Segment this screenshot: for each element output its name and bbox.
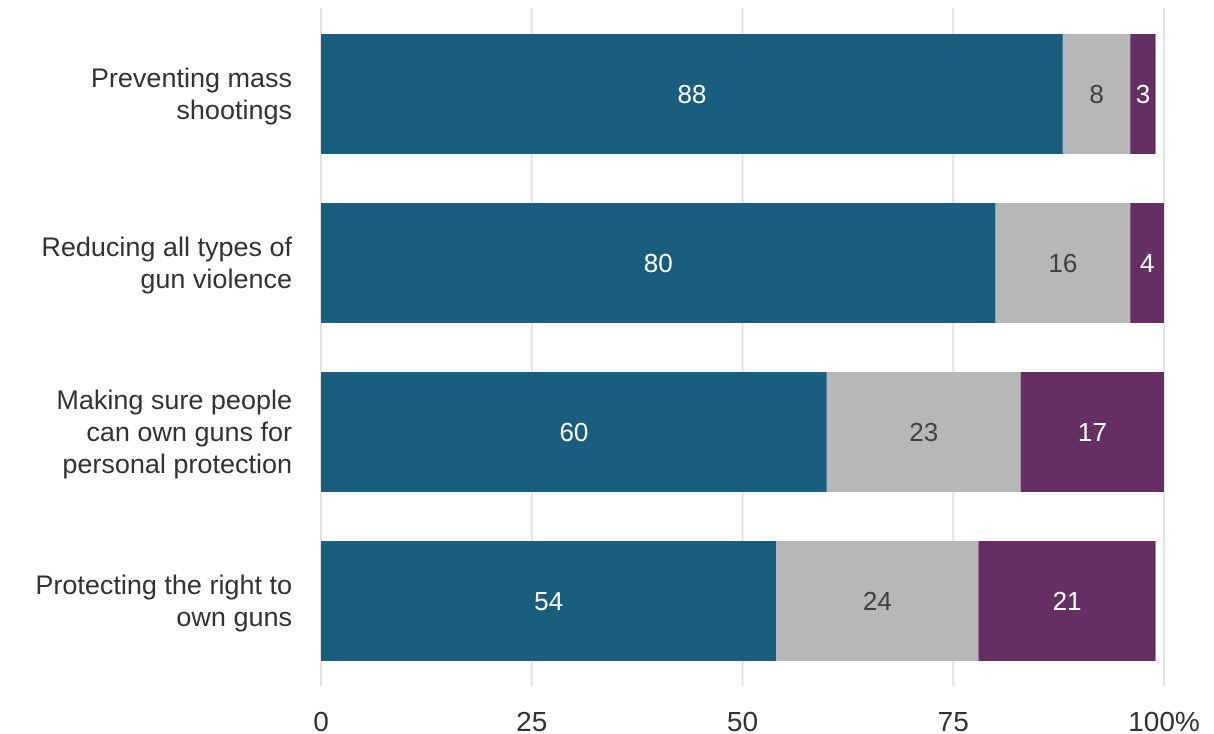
bar-segment-2-2 — [1020, 372, 1164, 492]
category-label-0-line-1: shootings — [176, 95, 292, 125]
x-tick-label-0: 0 — [313, 706, 329, 734]
value-label-1-2: 4 — [1140, 248, 1154, 278]
value-label-0-1: 8 — [1089, 79, 1103, 109]
category-label-1-line-1: gun violence — [140, 264, 292, 294]
x-tick-label-3: 75 — [938, 706, 969, 734]
x-tick-label-4: 100% — [1128, 706, 1200, 734]
value-label-3-0: 54 — [534, 586, 563, 616]
category-label-0-line-0: Preventing mass — [91, 63, 292, 93]
value-label-0-0: 88 — [677, 79, 706, 109]
value-label-0-2: 3 — [1136, 79, 1150, 109]
x-tick-label-2: 50 — [727, 706, 758, 734]
category-label-2-line-1: can own guns for — [86, 417, 292, 447]
bar-segment-2-0 — [321, 372, 827, 492]
bar-segment-1-2 — [1130, 203, 1164, 323]
bar-segment-2-1 — [826, 372, 1021, 492]
category-label-3-line-0: Protecting the right to — [35, 570, 292, 600]
value-label-1-1: 16 — [1048, 248, 1077, 278]
value-label-2-2: 17 — [1078, 417, 1107, 447]
category-label-1-line-0: Reducing all types of — [41, 232, 292, 262]
bar-segment-3-1 — [776, 541, 979, 661]
bar-segment-0-1 — [1062, 34, 1131, 154]
x-axis-tick-labels: 0 25 50 75 100% — [313, 706, 1200, 734]
value-label-3-2: 21 — [1053, 586, 1082, 616]
bar-segment-3-2 — [978, 541, 1156, 661]
bar-segment-0-0 — [321, 34, 1063, 154]
category-label-3-line-1: own guns — [176, 602, 292, 632]
value-label-1-0: 80 — [644, 248, 673, 278]
bar-segment-0-2 — [1130, 34, 1156, 154]
category-label-2-line-2: personal protection — [62, 449, 292, 479]
value-label-2-0: 60 — [559, 417, 588, 447]
bar-segment-1-0 — [321, 203, 996, 323]
x-tick-label-1: 25 — [516, 706, 547, 734]
value-label-2-1: 23 — [909, 417, 938, 447]
value-label-3-1: 24 — [863, 586, 892, 616]
category-label-2-line-0: Making sure people — [56, 385, 292, 415]
bar-segment-3-0 — [321, 541, 777, 661]
bar-segment-1-1 — [995, 203, 1131, 323]
